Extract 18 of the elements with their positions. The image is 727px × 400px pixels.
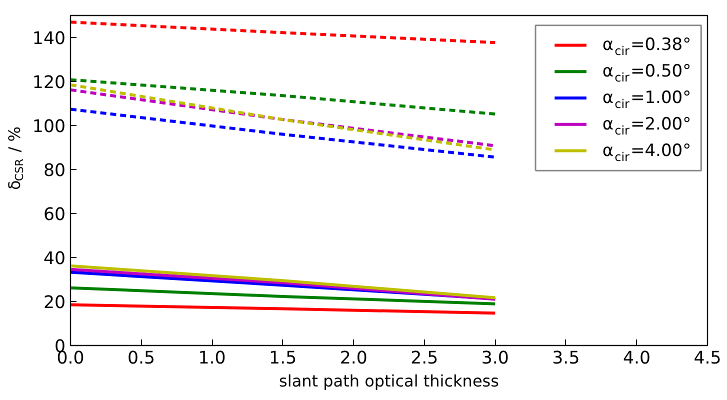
y-tick-label: 100 [32,117,66,137]
y-tick-label: 120 [32,73,66,93]
y-tick-label: 40 [43,249,66,269]
y-tick-label: 80 [43,161,66,181]
x-axis-title: slant path optical thickness [279,372,499,390]
y-tick-label: 140 [32,29,66,49]
x-tick-label: 1.5 [269,348,297,368]
y-tick-label: 60 [43,205,66,225]
x-tick-label: 3.0 [481,348,509,368]
y-tick-label: 20 [43,293,66,313]
y-axis-title: δCSR / % [5,126,26,190]
x-tick-label: 2.0 [340,348,368,368]
x-tick-label: 2.5 [410,348,438,368]
x-tick-label: 4.5 [694,348,722,368]
x-tick-label: 1.0 [198,348,226,368]
x-tick-label: 4.0 [622,348,651,368]
x-tick-label: 0.5 [128,348,156,368]
x-tick-label: 3.5 [552,348,580,368]
